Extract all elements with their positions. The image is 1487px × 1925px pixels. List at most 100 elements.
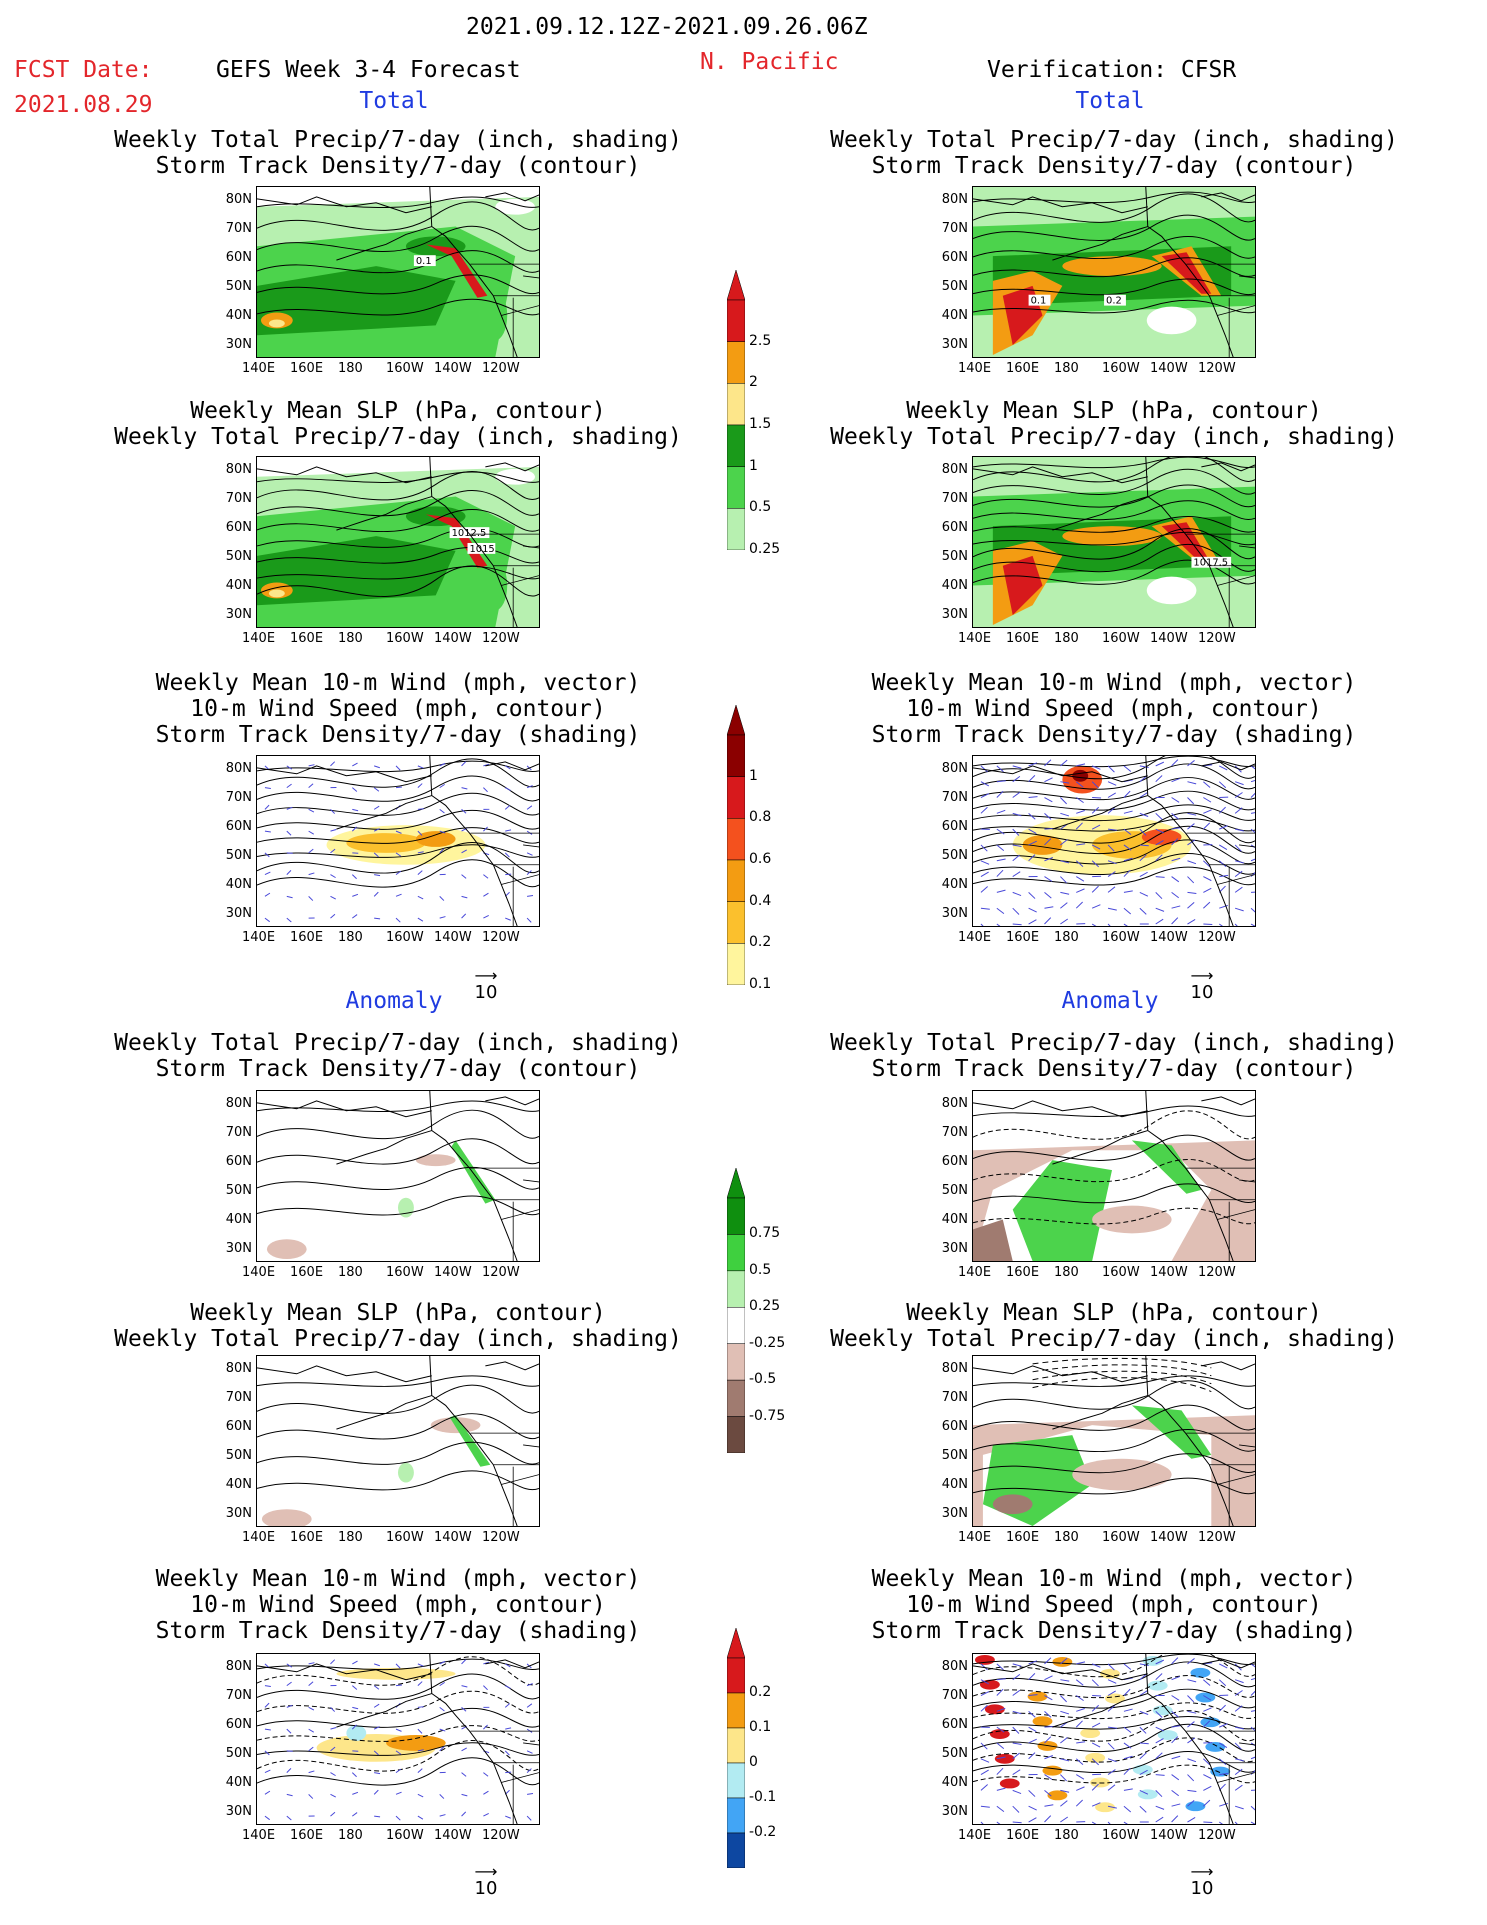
colorbar-swatch — [727, 1692, 745, 1729]
contour-line — [257, 1195, 539, 1216]
wind-vector — [1123, 1688, 1131, 1696]
contour-line — [973, 559, 1255, 585]
contour-line — [257, 546, 539, 564]
model-title: GEFS Week 3-4 Forecast — [216, 57, 521, 83]
wind-vector — [1155, 828, 1164, 834]
lat-tick: 50N — [941, 279, 968, 294]
wind-vector — [1107, 1705, 1116, 1712]
wind-vector — [1171, 1710, 1179, 1718]
wind-vector — [1012, 765, 1022, 769]
lon-tick: 180 — [338, 930, 363, 945]
wind-vector — [1234, 1821, 1238, 1824]
colorbar-label: 2 — [749, 374, 758, 391]
lon-tick: 160E — [290, 1530, 324, 1545]
contour-line — [257, 527, 539, 548]
wind-vector — [264, 1702, 270, 1708]
wind-vector — [526, 805, 533, 810]
date-range-title: 2021.09.12.12Z-2021.09.26.06Z — [466, 14, 868, 40]
wind-vector — [1155, 775, 1163, 783]
coastline — [1052, 226, 1148, 261]
wind-vector — [1139, 1690, 1148, 1696]
coastline — [1145, 457, 1234, 627]
wind-vector — [996, 923, 1001, 926]
wind-vector — [1235, 1726, 1244, 1730]
wind-vector — [1171, 876, 1180, 883]
wind-vector — [1139, 812, 1149, 817]
lat-tick: 70N — [225, 790, 252, 805]
wind-vector — [330, 1811, 336, 1817]
lon-tick: 160W — [1102, 361, 1140, 376]
colorbar-label: 1 — [749, 457, 758, 474]
lat-tick: 60N — [941, 1717, 968, 1732]
contour-line — [973, 804, 1255, 822]
wind-vector — [483, 763, 490, 767]
contour-line — [973, 257, 1255, 278]
wind-vector — [1250, 891, 1255, 893]
wind-vector — [461, 895, 468, 899]
wind-vector — [1171, 1725, 1181, 1728]
map-panel-fc-precip-anom — [256, 1090, 540, 1262]
contour-line — [973, 1702, 1255, 1720]
wind-vector — [1155, 812, 1163, 820]
wind-vector — [1091, 781, 1099, 789]
panel-title: 10-m Wind Speed (mph, contour) — [906, 696, 1322, 722]
wind-vector — [980, 860, 990, 865]
lon-tick: 140W — [434, 1828, 472, 1843]
lon-tick: 180 — [1054, 361, 1079, 376]
colorbar-swatch — [727, 1762, 745, 1799]
wind-vector — [527, 1793, 534, 1795]
wind-vector — [1250, 844, 1255, 849]
map-panel-fc-wind-anom — [256, 1653, 540, 1825]
wind-vector — [1250, 1710, 1255, 1712]
wind-vector — [1012, 1821, 1022, 1824]
coastline — [1145, 187, 1234, 357]
coastline — [973, 466, 1148, 484]
contour-line — [257, 859, 539, 888]
wind-vector — [1107, 828, 1117, 831]
lon-tick: 160E — [1006, 1265, 1040, 1280]
wind-vector — [1028, 796, 1038, 799]
wind-vector — [374, 765, 380, 769]
panel-title: Weekly Total Precip/7-day (inch, shading… — [114, 1030, 682, 1056]
wind-vector — [1060, 918, 1069, 925]
coastline — [485, 192, 539, 202]
wind-vector — [330, 895, 336, 900]
wind-vector — [1218, 1742, 1228, 1748]
wind-vector — [1012, 871, 1021, 877]
panel-title: Weekly Total Precip/7-day (inch, shading… — [114, 127, 682, 153]
lat-tick: 50N — [941, 1183, 968, 1198]
wind-vector — [526, 917, 532, 923]
shade-region — [1080, 1728, 1101, 1739]
lon-tick: 160W — [386, 1828, 424, 1843]
wind-vector — [1139, 854, 1147, 862]
wind-vector — [373, 1750, 379, 1756]
wind-vector — [461, 1659, 467, 1665]
wind-vector — [996, 1821, 1001, 1824]
wind-vector — [417, 870, 423, 875]
wind-vector — [286, 1728, 292, 1734]
wind-vector — [1218, 1704, 1226, 1712]
colorbar-swatch — [727, 818, 745, 861]
wind-vector — [1076, 1661, 1086, 1665]
lon-tick: 160E — [290, 361, 324, 376]
wind-vector — [308, 1728, 314, 1733]
wind-vector — [1203, 797, 1212, 803]
lon-tick: 140W — [1150, 1828, 1188, 1843]
border-line — [523, 275, 539, 279]
wind-vector — [1044, 876, 1053, 882]
wind-vector — [1155, 854, 1163, 862]
map-panel-cf-wind-total — [972, 755, 1256, 927]
wind-vector — [352, 893, 359, 897]
wind-vector — [1250, 858, 1255, 862]
wind-vector — [1075, 781, 1084, 788]
wind-vector — [439, 848, 445, 854]
wind-vector — [1139, 1805, 1147, 1813]
wind-vector — [439, 1681, 445, 1687]
lon-tick: 140W — [434, 930, 472, 945]
wind-vector — [395, 1791, 402, 1795]
wind-vector — [373, 1703, 380, 1708]
wind-vector — [1203, 1785, 1212, 1791]
wind-vector — [1060, 1774, 1067, 1782]
wind-vector — [483, 787, 488, 793]
lat-tick: 30N — [941, 906, 968, 921]
